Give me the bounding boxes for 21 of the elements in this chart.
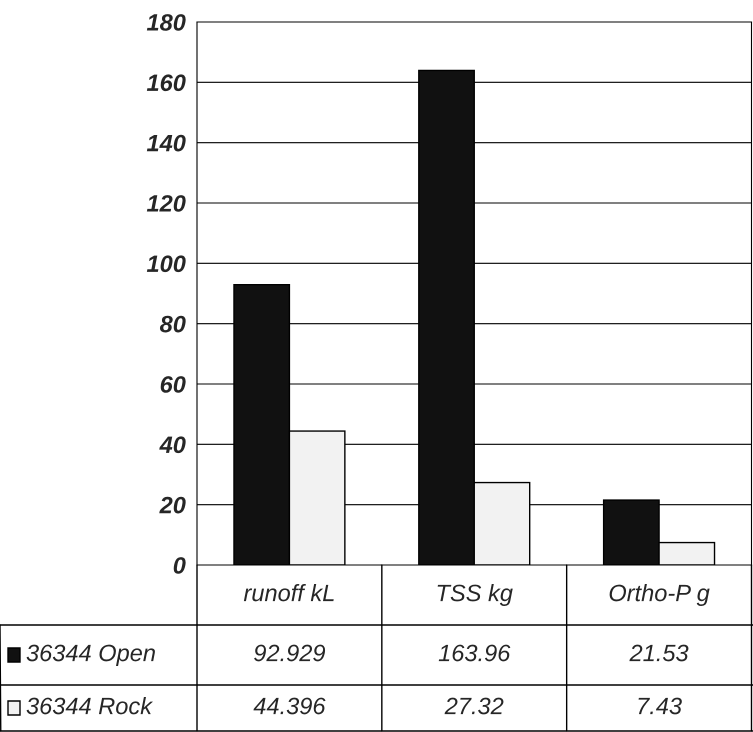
- legend-label: 36344 Rock: [26, 696, 154, 714]
- x-tick-label: Ortho-P g: [610, 584, 710, 606]
- data-label: 27.32: [444, 698, 504, 714]
- y-tick-label: 100: [146, 255, 186, 272]
- y-tick-label: 20: [159, 496, 186, 514]
- y-tick-label: 140: [146, 134, 186, 152]
- y-tick-label: 80: [160, 316, 186, 332]
- y-tick-label: 180: [146, 14, 186, 31]
- data-label: 92.929: [254, 644, 326, 662]
- x-tick-label: runoff kL: [244, 584, 334, 602]
- y-tick-label: 40: [159, 436, 186, 454]
- data-label: 7.43: [638, 698, 682, 714]
- y-tick-label: 160: [146, 74, 186, 92]
- data-label: 21.53: [629, 644, 688, 662]
- legend-label: 36344 Open: [26, 644, 155, 666]
- data-label: 44.396: [253, 698, 326, 714]
- x-tick-label: TSS kg: [438, 584, 513, 606]
- y-tick-label: 120: [146, 195, 186, 212]
- data-label: 163.96: [438, 644, 510, 662]
- y-tick-label: 0: [174, 557, 186, 574]
- y-tick-label: 60: [160, 376, 186, 393]
